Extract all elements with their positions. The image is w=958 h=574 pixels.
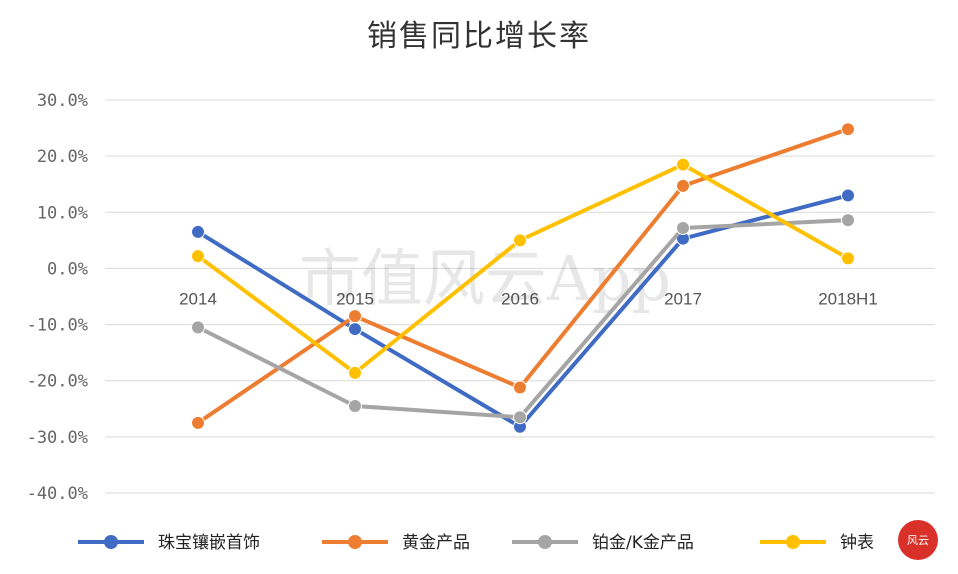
y-tick-label: 0.0% — [47, 259, 88, 279]
x-tick-label: 2018H1 — [818, 289, 878, 308]
legend-swatch-marker — [538, 535, 552, 549]
series-3 — [191, 213, 855, 425]
legend-swatch-marker — [104, 535, 118, 549]
legend-item: 铂金/K金产品 — [512, 533, 694, 553]
y-tick-label: -30.0% — [27, 428, 88, 448]
data-point — [191, 249, 205, 264]
x-tick-label: 2017 — [664, 289, 702, 308]
legend-label: 珠宝镶嵌首饰 — [158, 532, 260, 553]
y-tick-label: -20.0% — [27, 372, 88, 392]
x-tick-label: 2014 — [179, 289, 217, 308]
data-point — [841, 188, 855, 203]
x-tick-label: 2015 — [336, 289, 374, 308]
data-point — [348, 322, 362, 337]
data-point — [513, 380, 527, 395]
legend-item: 黄金产品 — [322, 533, 470, 553]
y-tick-label: 10.0% — [37, 203, 88, 223]
legend-label: 钟表 — [840, 533, 874, 553]
data-point — [191, 320, 205, 335]
logo-stamp: 风云 — [898, 520, 938, 560]
data-point — [676, 221, 690, 236]
x-axis-tick-labels: 2014 2015 2016 2017 2018H1 — [179, 289, 878, 308]
data-point — [348, 365, 362, 380]
y-tick-label: -40.0% — [27, 484, 88, 504]
legend-item: 钟表 — [760, 533, 874, 553]
data-point — [191, 415, 205, 430]
legend: 珠宝镶嵌首饰 黄金产品 铂金/K金产品 钟表 — [78, 532, 874, 553]
chart-title: 销售同比增长率 — [367, 19, 591, 54]
legend-item: 珠宝镶嵌首饰 — [78, 532, 260, 553]
data-point — [841, 213, 855, 228]
data-point — [841, 122, 855, 137]
data-point — [676, 178, 690, 193]
y-tick-label: 20.0% — [37, 147, 88, 167]
logo-stamp-text: 风云 — [907, 534, 929, 547]
legend-swatch-marker — [786, 535, 800, 549]
legend-label: 铂金/K金产品 — [592, 533, 694, 553]
data-point — [348, 309, 362, 324]
x-tick-label: 2016 — [501, 289, 539, 308]
y-tick-label: -10.0% — [27, 316, 88, 336]
legend-label: 黄金产品 — [402, 533, 470, 553]
data-point — [841, 251, 855, 266]
data-point — [676, 157, 690, 172]
logo-stamp-circle — [898, 520, 938, 560]
data-point — [191, 224, 205, 239]
y-axis-tick-labels: 30.0% 20.0% 10.0% 0.0% -10.0% -20.0% -30.0% -40… — [27, 91, 88, 504]
series-4 — [191, 157, 855, 380]
series-2 — [191, 122, 855, 430]
data-point — [513, 410, 527, 425]
data-point — [348, 398, 362, 413]
series-lines — [191, 122, 855, 434]
data-point — [513, 233, 527, 248]
legend-swatch-marker — [348, 535, 362, 549]
y-tick-label: 30.0% — [37, 91, 88, 111]
